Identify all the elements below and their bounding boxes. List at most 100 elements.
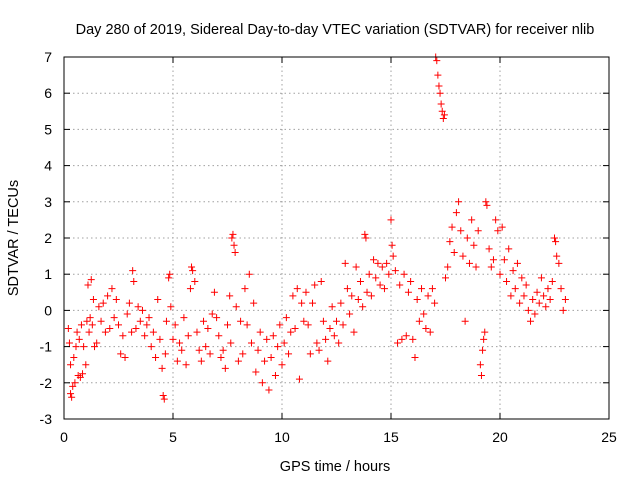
- data-point: [221, 364, 229, 372]
- y-tick-label: 0: [44, 302, 52, 318]
- data-point: [65, 339, 73, 347]
- x-tick-label: 5: [169, 429, 177, 445]
- data-point: [383, 259, 391, 267]
- data-point: [328, 303, 336, 311]
- data-point: [440, 111, 448, 119]
- data-point: [231, 248, 239, 256]
- data-point: [356, 277, 364, 285]
- data-point: [482, 198, 490, 206]
- data-point: [295, 375, 303, 383]
- x-axis-label: GPS time / hours: [280, 459, 390, 475]
- data-point: [439, 115, 447, 123]
- data-point: [77, 321, 85, 329]
- data-point: [531, 310, 539, 318]
- data-point: [176, 339, 184, 347]
- data-point: [134, 303, 142, 311]
- data-point: [394, 339, 402, 347]
- data-point: [128, 328, 136, 336]
- data-point: [376, 281, 384, 289]
- data-point: [232, 303, 240, 311]
- data-point: [93, 339, 101, 347]
- data-point: [88, 321, 96, 329]
- data-point: [476, 361, 484, 369]
- data-point: [400, 270, 408, 278]
- data-point: [104, 292, 112, 300]
- data-point: [115, 321, 122, 329]
- data-point: [472, 263, 480, 271]
- data-point: [204, 325, 212, 332]
- data-point: [551, 234, 558, 242]
- data-point: [108, 285, 116, 293]
- data-point: [391, 267, 399, 275]
- data-point: [485, 245, 493, 253]
- data-point: [302, 288, 310, 296]
- data-point: [191, 277, 199, 285]
- data-point: [267, 353, 275, 361]
- data-point: [298, 299, 306, 307]
- data-point: [269, 332, 277, 340]
- data-point: [67, 390, 75, 398]
- data-point: [213, 314, 221, 322]
- data-point: [474, 227, 482, 235]
- data-point: [274, 343, 282, 351]
- data-point: [365, 270, 373, 278]
- data-point: [245, 270, 253, 278]
- data-point: [160, 395, 168, 403]
- data-point: [162, 317, 170, 325]
- y-tick-label: 7: [44, 49, 52, 65]
- data-point: [348, 292, 356, 300]
- data-point: [494, 227, 502, 235]
- data-point: [193, 328, 201, 336]
- data-point: [83, 317, 91, 325]
- data-point: [362, 234, 370, 242]
- data-point: [422, 325, 430, 332]
- data-point: [200, 317, 208, 325]
- data-point: [540, 292, 548, 300]
- data-point: [123, 310, 131, 318]
- data-point: [136, 317, 144, 325]
- data-point: [158, 364, 166, 372]
- data-point: [433, 57, 441, 65]
- data-point: [182, 361, 190, 369]
- grid: [64, 57, 609, 419]
- data-point: [477, 372, 485, 380]
- axis-ticks: [63, 56, 610, 420]
- data-point: [322, 335, 330, 343]
- data-point: [555, 259, 563, 267]
- data-point: [189, 267, 197, 275]
- data-point: [339, 321, 347, 329]
- data-point: [496, 270, 504, 278]
- data-point: [219, 346, 227, 354]
- data-point: [101, 328, 109, 336]
- data-point: [311, 281, 319, 289]
- data-point: [167, 303, 175, 311]
- data-point: [522, 281, 530, 289]
- data-point: [354, 296, 362, 304]
- data-point: [409, 335, 417, 343]
- data-point: [184, 332, 192, 340]
- data-point: [239, 350, 247, 358]
- x-tick-label: 0: [60, 429, 68, 445]
- data-point: [398, 335, 406, 343]
- data-point: [455, 198, 463, 206]
- data-point: [463, 234, 471, 242]
- data-point: [465, 259, 473, 267]
- data-point: [132, 325, 140, 332]
- data-point: [230, 241, 238, 249]
- data-point: [263, 335, 271, 343]
- data-point: [195, 346, 203, 354]
- data-point: [287, 328, 295, 336]
- data-point: [335, 339, 343, 347]
- data-point: [141, 332, 149, 340]
- data-point: [468, 216, 476, 224]
- y-tick-label: -2: [40, 375, 53, 391]
- data-point: [457, 227, 465, 235]
- data-point: [291, 325, 299, 332]
- data-point: [166, 270, 174, 278]
- data-point: [86, 314, 94, 322]
- data-point: [481, 328, 489, 336]
- data-point: [276, 321, 284, 329]
- data-point: [444, 263, 452, 271]
- data-point: [544, 285, 552, 293]
- data-point: [215, 332, 223, 340]
